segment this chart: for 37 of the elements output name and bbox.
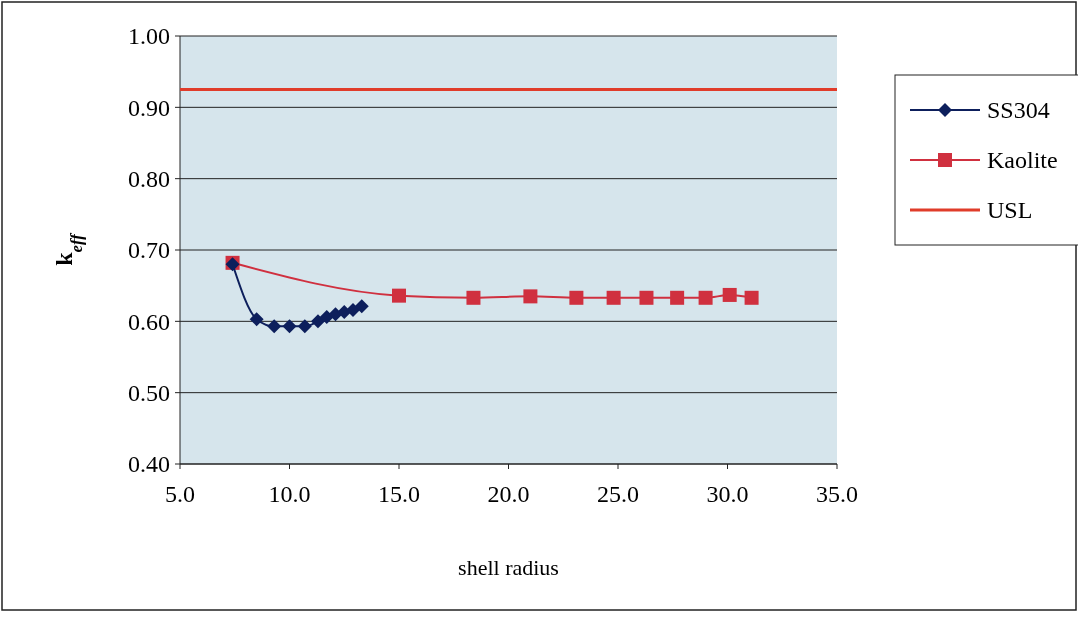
- y-tick-label: 0.60: [128, 308, 170, 335]
- x-tick-label: 30.0: [706, 481, 749, 507]
- point: [249, 312, 264, 327]
- y-tick-label: 0.50: [128, 380, 170, 407]
- point: [670, 290, 685, 305]
- x-tick-label: 20.0: [487, 481, 530, 507]
- point: [282, 319, 297, 334]
- point: [319, 310, 334, 325]
- point: [267, 319, 282, 334]
- x-axis-title: shell radius: [458, 555, 559, 580]
- legend-label: USL: [987, 197, 1033, 224]
- x-tick-label: 25.0: [597, 481, 639, 507]
- point: [328, 307, 343, 322]
- point: [569, 290, 584, 305]
- x-tick-label: 10.0: [268, 481, 311, 507]
- y-tick-label: 0.90: [128, 94, 170, 121]
- x-tick-label: 5.0: [165, 481, 195, 507]
- x-tick-label: 15.0: [378, 481, 420, 507]
- point: [523, 289, 538, 304]
- point: [297, 319, 312, 334]
- point: [466, 290, 481, 305]
- y-tick-label: 0.80: [128, 166, 170, 193]
- legend-label: Kaolite: [987, 147, 1058, 174]
- point: [639, 290, 654, 305]
- point: [722, 287, 737, 302]
- y-tick-label: 0.40: [128, 451, 170, 478]
- point: [698, 290, 713, 305]
- x-tick-label: 35.0: [816, 481, 858, 507]
- point: [354, 299, 369, 314]
- y-tick-label: 1.00: [128, 23, 170, 50]
- point: [346, 302, 361, 317]
- point: [744, 290, 759, 305]
- point: [310, 314, 325, 329]
- point: [392, 288, 406, 303]
- point: [606, 290, 621, 305]
- y-tick-label: 0.70: [128, 237, 170, 264]
- legend-label: SS304: [987, 97, 1050, 124]
